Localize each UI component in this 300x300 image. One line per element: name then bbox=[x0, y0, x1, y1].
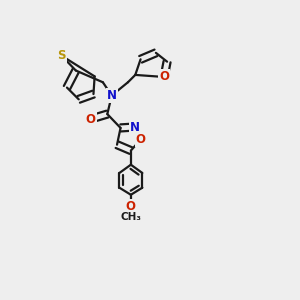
Text: O: O bbox=[159, 70, 169, 83]
Text: O: O bbox=[85, 112, 95, 126]
Text: N: N bbox=[107, 89, 117, 102]
Text: O: O bbox=[136, 133, 146, 146]
Text: CH₃: CH₃ bbox=[120, 212, 141, 222]
Text: N: N bbox=[130, 121, 140, 134]
Text: O: O bbox=[126, 200, 136, 213]
Text: S: S bbox=[57, 49, 66, 62]
